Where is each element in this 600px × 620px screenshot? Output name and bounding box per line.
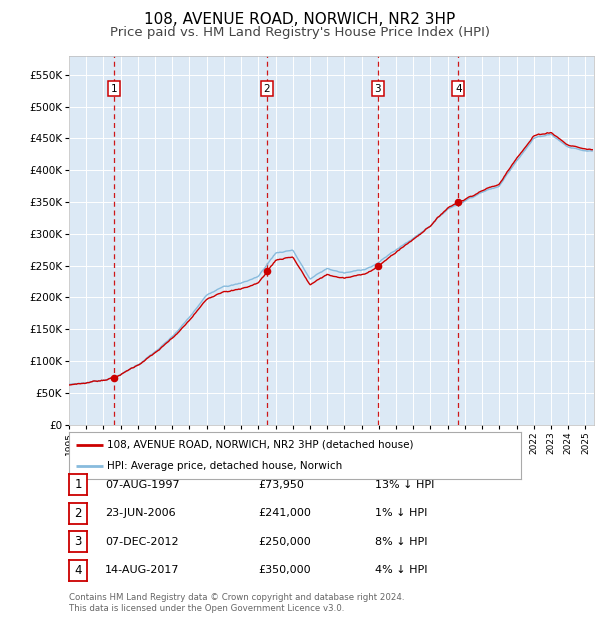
Text: Price paid vs. HM Land Registry's House Price Index (HPI): Price paid vs. HM Land Registry's House … (110, 26, 490, 39)
Text: 23-JUN-2006: 23-JUN-2006 (105, 508, 176, 518)
Text: 108, AVENUE ROAD, NORWICH, NR2 3HP (detached house): 108, AVENUE ROAD, NORWICH, NR2 3HP (deta… (107, 440, 414, 450)
Text: 14-AUG-2017: 14-AUG-2017 (105, 565, 179, 575)
Text: £241,000: £241,000 (258, 508, 311, 518)
Text: £350,000: £350,000 (258, 565, 311, 575)
Text: 3: 3 (374, 84, 381, 94)
Text: 13% ↓ HPI: 13% ↓ HPI (375, 480, 434, 490)
Text: 4% ↓ HPI: 4% ↓ HPI (375, 565, 427, 575)
Text: 1: 1 (74, 479, 82, 491)
Text: 4: 4 (455, 84, 461, 94)
Text: 3: 3 (74, 536, 82, 548)
Text: 07-AUG-1997: 07-AUG-1997 (105, 480, 179, 490)
Text: 4: 4 (74, 564, 82, 577)
Text: Contains HM Land Registry data © Crown copyright and database right 2024.
This d: Contains HM Land Registry data © Crown c… (69, 593, 404, 613)
Text: 1% ↓ HPI: 1% ↓ HPI (375, 508, 427, 518)
Text: 2: 2 (263, 84, 270, 94)
Text: 2: 2 (74, 507, 82, 520)
Text: 108, AVENUE ROAD, NORWICH, NR2 3HP: 108, AVENUE ROAD, NORWICH, NR2 3HP (145, 12, 455, 27)
Text: 1: 1 (110, 84, 117, 94)
Text: £250,000: £250,000 (258, 537, 311, 547)
Text: 8% ↓ HPI: 8% ↓ HPI (375, 537, 427, 547)
Text: £73,950: £73,950 (258, 480, 304, 490)
Text: HPI: Average price, detached house, Norwich: HPI: Average price, detached house, Norw… (107, 461, 343, 471)
Text: 07-DEC-2012: 07-DEC-2012 (105, 537, 179, 547)
